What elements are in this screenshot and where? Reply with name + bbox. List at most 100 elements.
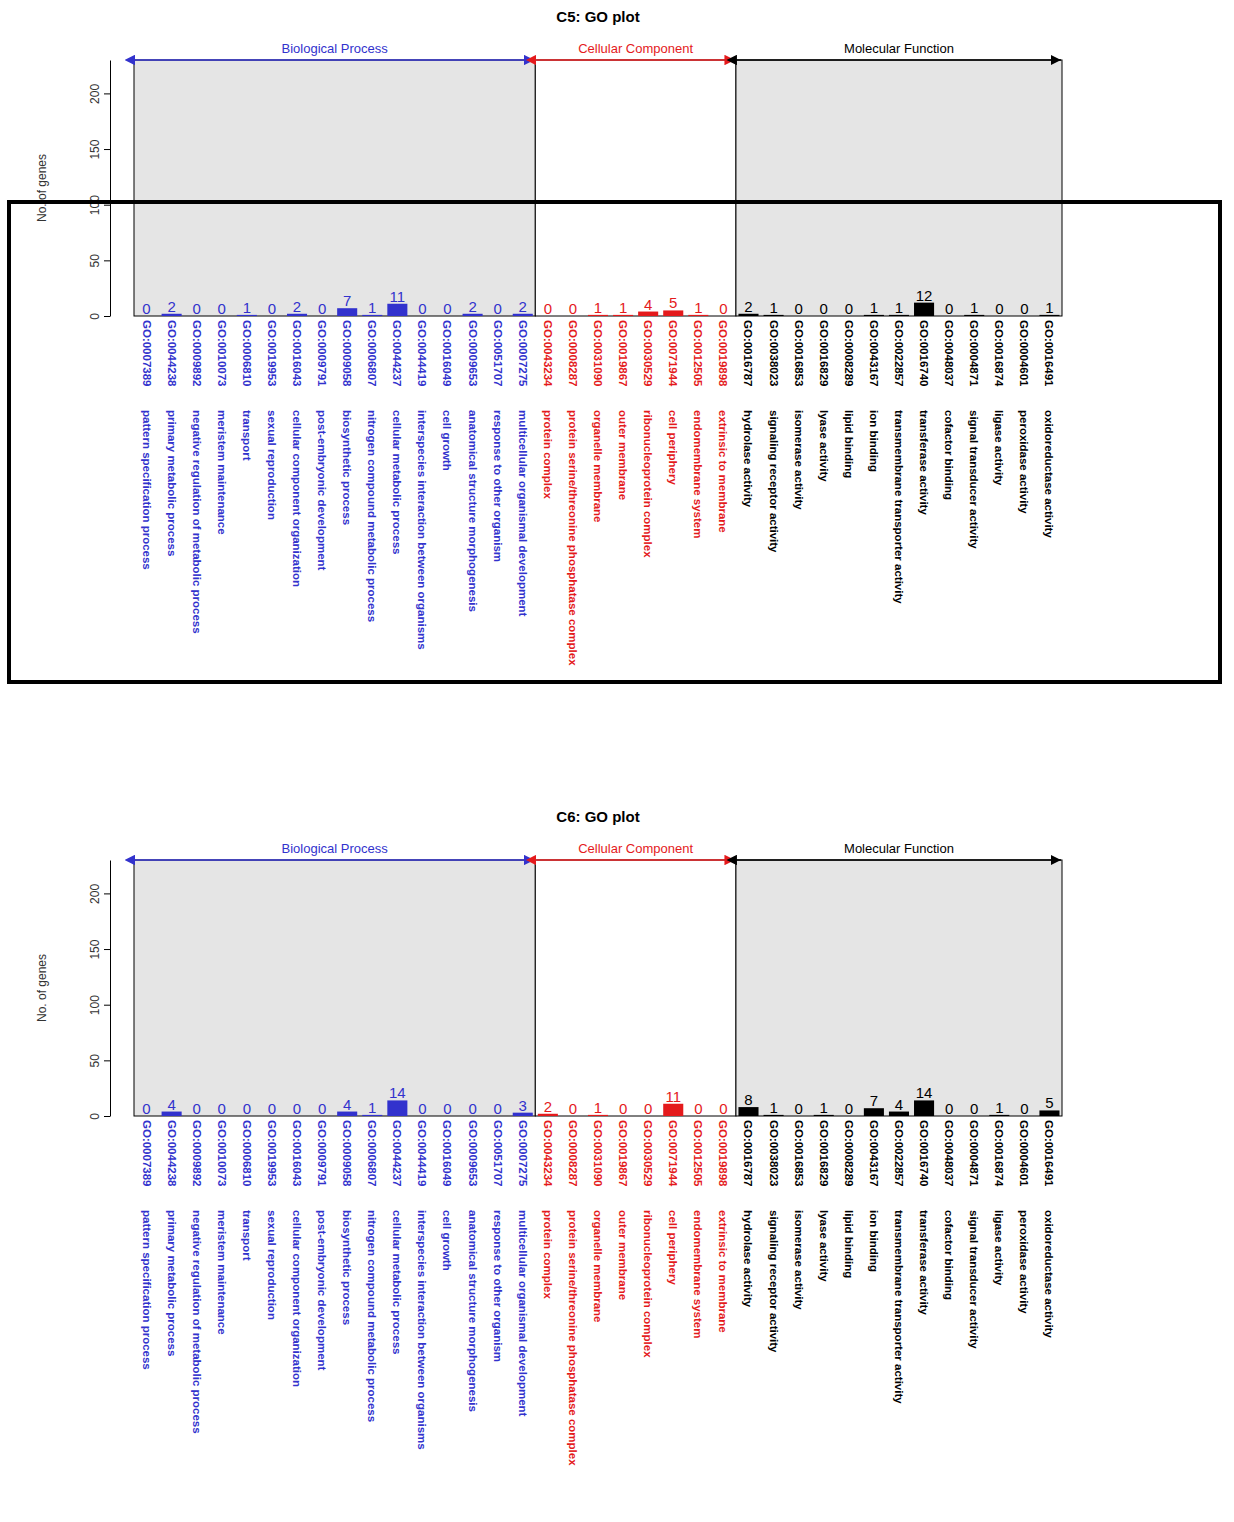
data-label: 0 — [218, 300, 226, 317]
category-name: primary metabolic process — [166, 1210, 178, 1356]
data-label: 0 — [142, 300, 150, 317]
category-name: outer membrane — [617, 410, 629, 500]
category-name: cofactor binding — [943, 410, 955, 500]
category-name: cell periphery — [667, 410, 679, 485]
x-tick-label: GO:0007275 — [517, 1120, 529, 1187]
y-tick-mark — [104, 260, 110, 261]
category-name: sexual reproduction — [266, 410, 278, 520]
x-tick: GO:0016853 — [793, 320, 805, 387]
data-label: 1 — [243, 299, 251, 316]
x-tick: GO:0008287 — [567, 320, 579, 387]
x-tick-label: GO:0007389 — [141, 1120, 153, 1187]
x-tick: GO:0016874 — [993, 1120, 1005, 1187]
x-tick-label: GO:0008289 — [843, 320, 855, 387]
x-tick-label: GO:0016787 — [742, 320, 754, 387]
x-tick-label: GO:0019898 — [717, 1120, 729, 1187]
category-name: ligase activity — [993, 410, 1005, 486]
x-tick-label: GO:0016853 — [793, 320, 805, 387]
x-tick-label: GO:0038023 — [768, 320, 780, 387]
x-tick: GO:0044237 — [391, 1120, 403, 1187]
data-label: 2 — [519, 298, 527, 315]
y-tick-label: 150 — [88, 139, 102, 159]
data-label: 1 — [619, 299, 627, 316]
x-tick-label: GO:0030529 — [642, 320, 654, 387]
x-tick: GO:0016829 — [818, 320, 830, 387]
category-name: ribonucleoprotein complex — [642, 410, 654, 558]
y-tick-label: 100 — [88, 995, 102, 1015]
x-tick: GO:0022857 — [893, 320, 905, 387]
x-tick: GO:0071944 — [667, 320, 679, 387]
x-tick-label: GO:0051707 — [492, 1120, 504, 1187]
category-name: meristem maintenance — [216, 410, 228, 535]
x-tick: GO:0010073 — [216, 1120, 228, 1187]
x-tick: GO:0009892 — [191, 1120, 203, 1187]
category-name: endomembrane system — [692, 1210, 704, 1338]
category-name: multicellular organismal development — [517, 1210, 529, 1417]
category-names: pattern specification processprimary met… — [141, 410, 1056, 666]
data-label: 1 — [769, 1099, 777, 1116]
y-axis-line — [110, 61, 111, 317]
x-tick-label: GO:0071944 — [667, 1120, 679, 1187]
x-tick-label: GO:0004601 — [1018, 320, 1030, 387]
group-label: Molecular Function — [844, 841, 954, 856]
category-name: multicellular organismal development — [517, 410, 529, 617]
highlight-frame — [9, 202, 1220, 682]
x-tick: GO:0009653 — [467, 320, 479, 387]
x-tick-label: GO:0019953 — [266, 320, 278, 387]
category-name: cofactor binding — [943, 1210, 955, 1300]
x-tick: GO:0008287 — [567, 1120, 579, 1187]
x-tick: GO:0043234 — [542, 320, 554, 387]
x-tick-label: GO:0019953 — [266, 1120, 278, 1187]
x-tick-label: GO:0044238 — [166, 320, 178, 387]
category-name: meristem maintenance — [216, 1210, 228, 1335]
category-name: protein complex — [542, 410, 554, 499]
y-tick-label: 200 — [88, 84, 102, 104]
x-tick: GO:0044238 — [166, 320, 178, 387]
data-label: 0 — [794, 300, 802, 317]
x-tick: GO:0051707 — [492, 1120, 504, 1187]
x-tick: GO:0016874 — [993, 320, 1005, 387]
category-name: signal transducer activity — [968, 410, 980, 549]
x-tick: GO:0016491 — [1043, 1120, 1055, 1187]
x-tick-label: GO:0008287 — [567, 320, 579, 387]
data-label: 0 — [619, 1100, 627, 1117]
bar — [864, 1108, 884, 1116]
category-name: hydrolase activity — [742, 1210, 754, 1308]
data-label: 4 — [895, 1096, 903, 1113]
x-tick: GO:0006807 — [366, 320, 378, 387]
data-label: 1 — [594, 1099, 602, 1116]
data-label: 0 — [794, 1100, 802, 1117]
data-label: 0 — [569, 1100, 577, 1117]
data-label: 1 — [970, 299, 978, 316]
x-tick-label: GO:0009058 — [341, 1120, 353, 1187]
x-tick-label: GO:0010073 — [216, 320, 228, 387]
x-tick: GO:0019898 — [717, 1120, 729, 1187]
y-tick-mark — [104, 316, 110, 317]
x-tick: GO:0044419 — [416, 1120, 428, 1187]
x-tick: GO:0007275 — [517, 1120, 529, 1187]
x-tick: GO:0016491 — [1043, 320, 1055, 387]
y-tick: 50 — [88, 1054, 110, 1068]
group-arrow — [737, 859, 1061, 861]
category-name: ion binding — [868, 410, 880, 472]
x-tick: GO:0043234 — [542, 1120, 554, 1187]
category-name: outer membrane — [617, 1210, 629, 1300]
y-tick-label: 200 — [88, 884, 102, 904]
x-tick-label: GO:0071944 — [667, 320, 679, 387]
data-label: 5 — [1045, 1094, 1053, 1111]
data-label: 2 — [293, 298, 301, 315]
data-label: 0 — [694, 1100, 702, 1117]
data-label: 1 — [870, 299, 878, 316]
x-tick-label: GO:0038023 — [768, 1120, 780, 1187]
y-tick-mark — [104, 205, 110, 206]
data-label: 0 — [820, 300, 828, 317]
data-label: 7 — [870, 1092, 878, 1109]
category-name: transferase activity — [918, 410, 930, 515]
y-tick: 0 — [88, 1113, 110, 1120]
data-label: 1 — [769, 299, 777, 316]
y-tick: 150 — [88, 139, 110, 159]
y-tick-label: 100 — [88, 195, 102, 215]
group-label: Cellular Component — [578, 841, 693, 856]
data-label: 2 — [744, 298, 752, 315]
category-name: ligase activity — [993, 1210, 1005, 1286]
